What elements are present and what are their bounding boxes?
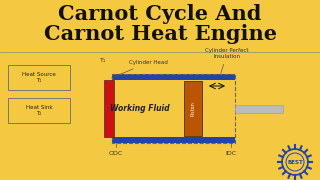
Text: ODC: ODC xyxy=(109,151,123,156)
Text: Carnot Cycle And: Carnot Cycle And xyxy=(58,4,262,24)
Text: Cylinder Perfect
Insulation: Cylinder Perfect Insulation xyxy=(205,48,249,73)
Bar xyxy=(112,74,235,143)
Bar xyxy=(112,74,235,80)
Text: Heat Source
T₁: Heat Source T₁ xyxy=(22,72,56,83)
Bar xyxy=(184,81,202,136)
Bar xyxy=(104,80,114,137)
Text: Carnot Heat Engine: Carnot Heat Engine xyxy=(44,24,276,44)
Text: Heat Sink
T₂: Heat Sink T₂ xyxy=(26,105,52,116)
Bar xyxy=(235,105,283,112)
Bar xyxy=(8,98,70,123)
Text: IDC: IDC xyxy=(225,151,236,156)
Text: Working Fluid: Working Fluid xyxy=(110,104,170,113)
Bar xyxy=(8,65,70,90)
Text: BEST: BEST xyxy=(287,159,303,165)
Text: T₁: T₁ xyxy=(100,57,106,62)
Text: Piston: Piston xyxy=(190,101,196,116)
Bar xyxy=(112,137,235,143)
Text: Cylinder Head: Cylinder Head xyxy=(112,60,168,78)
